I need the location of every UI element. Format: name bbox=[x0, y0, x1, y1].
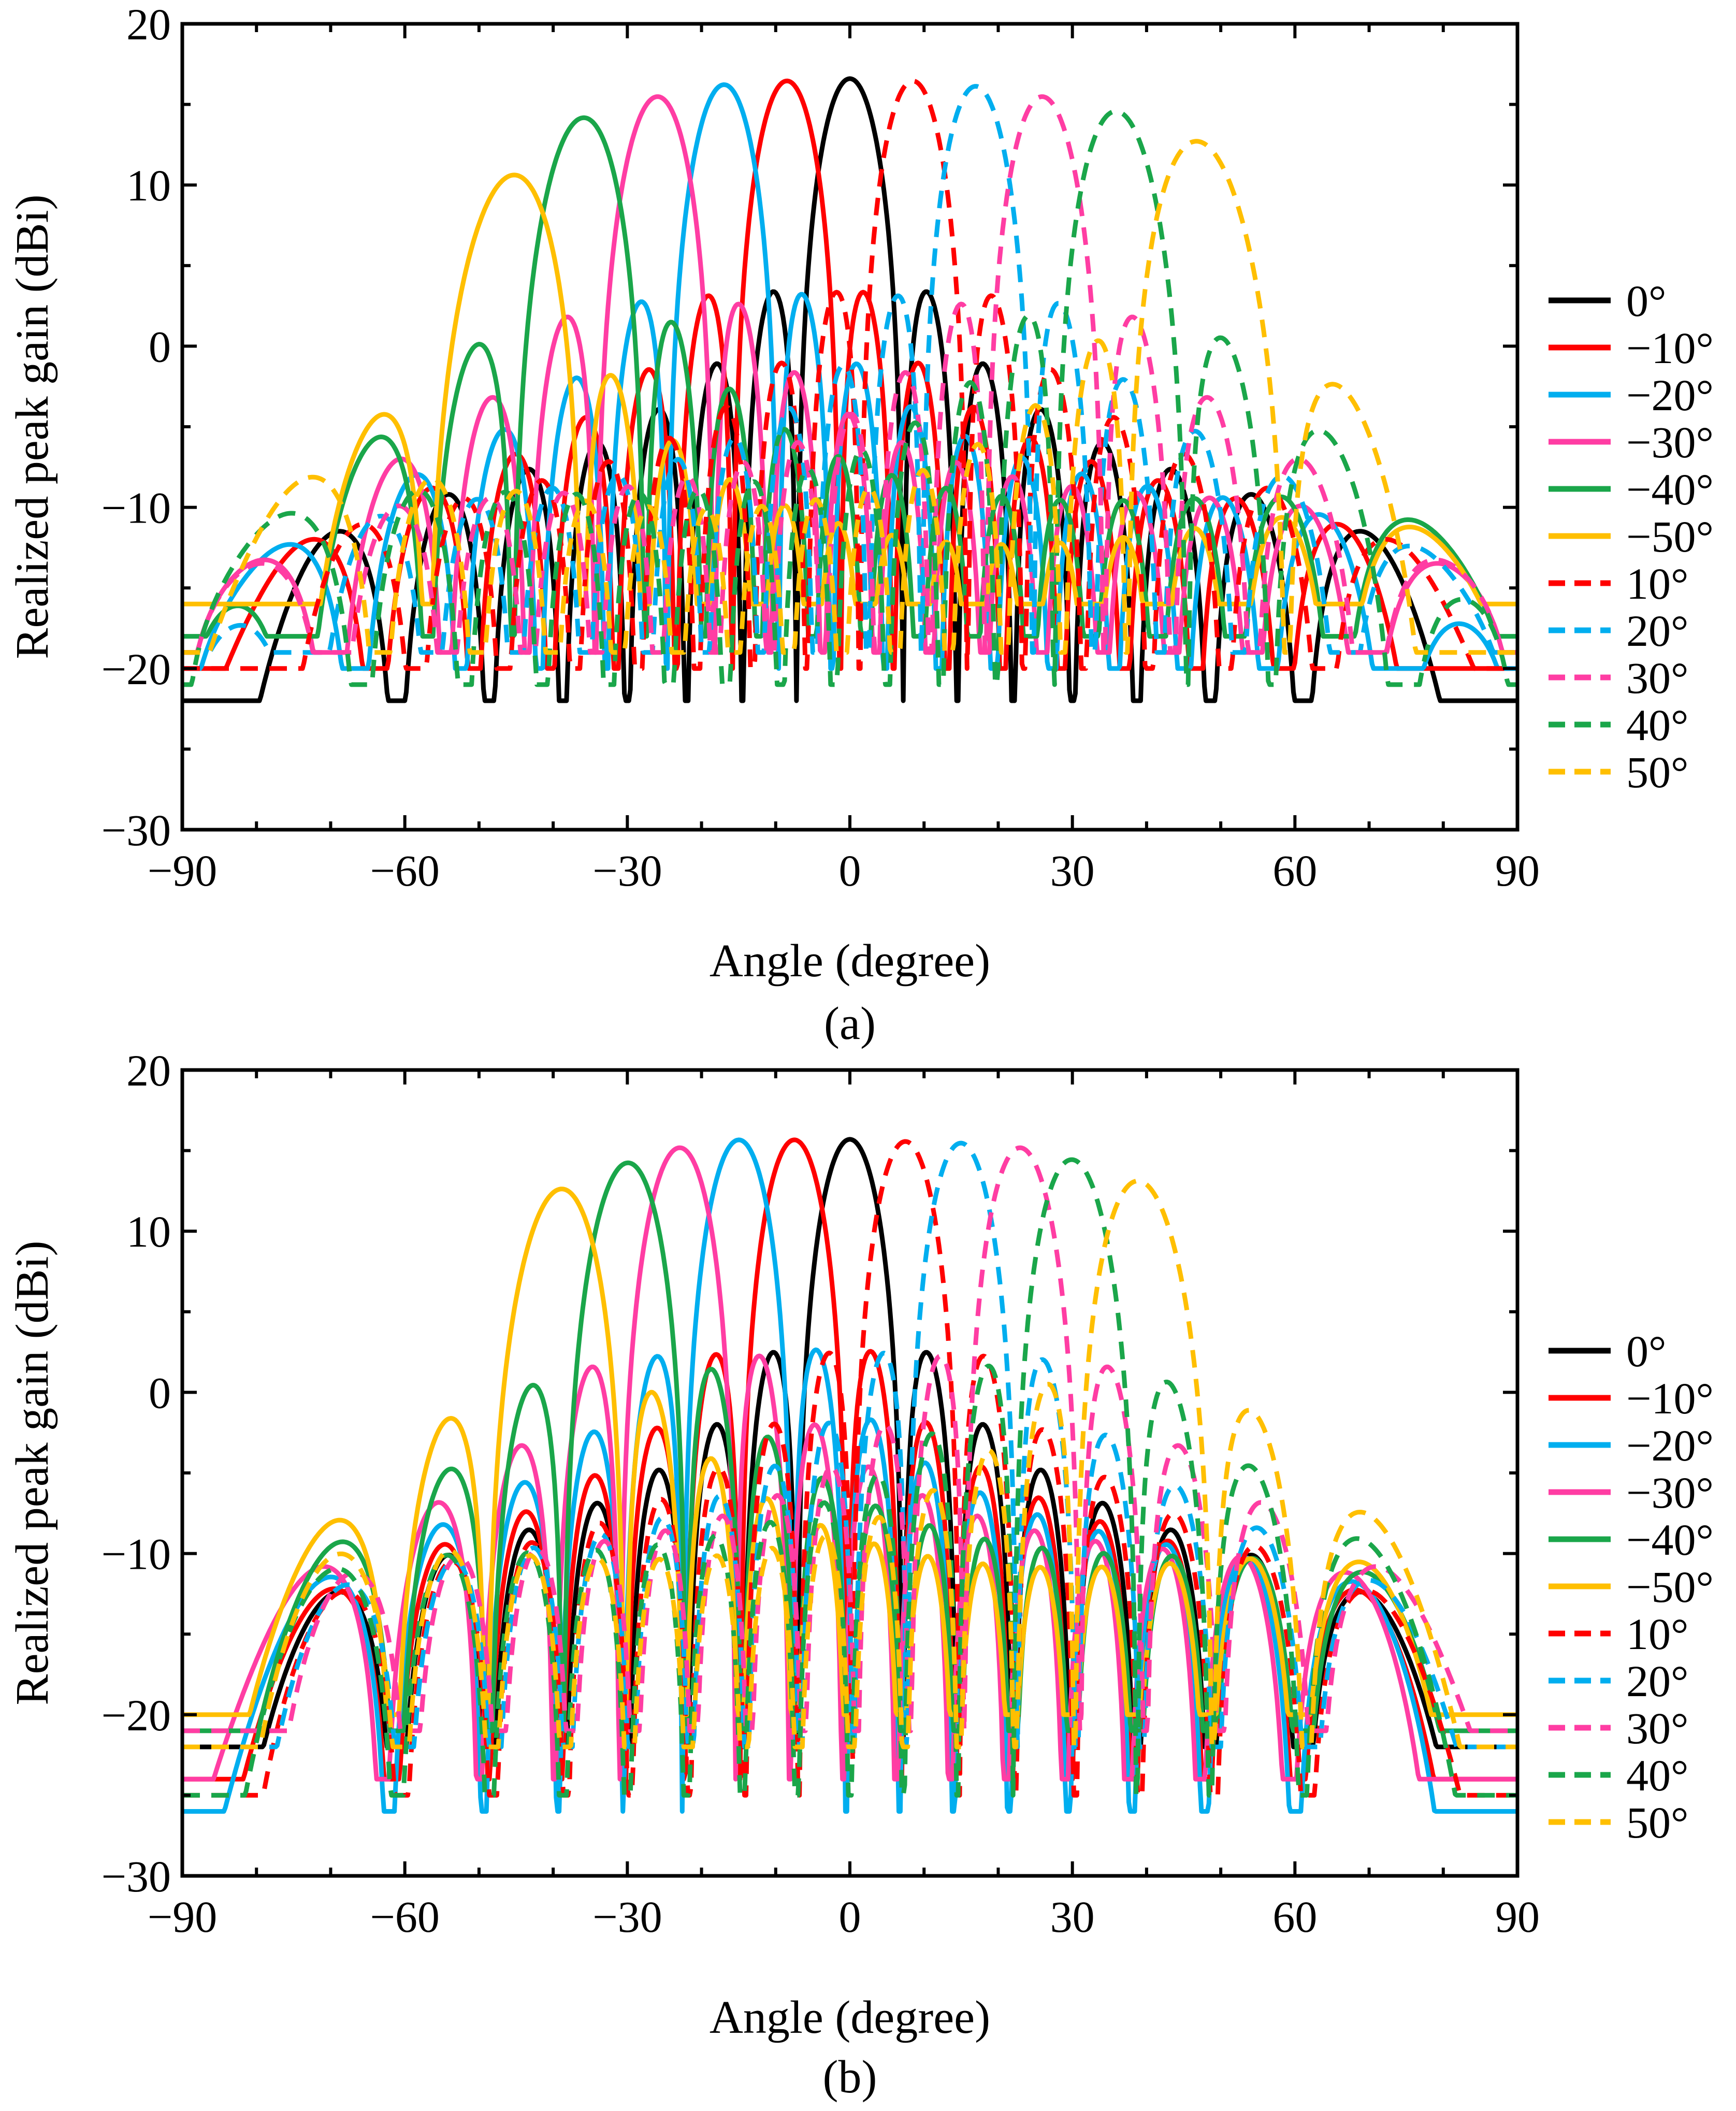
series-line-1-10 bbox=[182, 1178, 1517, 1749]
series-group bbox=[182, 1137, 1517, 1814]
chart-panel-b: −90 −60 −30 0 30 60 90 −30 −20 −10 0 10 20 Angle (deg… bbox=[7, 1046, 1714, 2103]
x-axis-label: Angle (degree) bbox=[710, 1992, 990, 2043]
y-tick-label: 20 bbox=[126, 0, 171, 49]
legend-label: 40° bbox=[1626, 700, 1688, 750]
x-tick-label: 0 bbox=[839, 846, 861, 895]
y-tick-label: −10 bbox=[101, 483, 171, 533]
legend-label: 40° bbox=[1626, 1751, 1688, 1800]
x-tick-label: −30 bbox=[592, 846, 662, 895]
legend-label: −30° bbox=[1626, 417, 1714, 467]
plot-frame bbox=[180, 22, 1520, 832]
legend-label: −20° bbox=[1626, 1421, 1714, 1470]
legend: 0°−10°−20°−30°−40°−50°10°20°30°40°50° bbox=[1549, 1326, 1714, 1847]
y-tick-label: 10 bbox=[126, 161, 171, 210]
y-tick-label: 20 bbox=[126, 1046, 171, 1095]
series-line-0-9 bbox=[182, 109, 1517, 687]
legend-label: 30° bbox=[1626, 1703, 1688, 1753]
y-tick-label: 0 bbox=[149, 1368, 171, 1418]
x-axis-label: Angle (degree) bbox=[710, 935, 990, 987]
x-tick-label: −90 bbox=[148, 1892, 218, 1942]
y-tick-label: 10 bbox=[126, 1207, 171, 1256]
series-line-1-9 bbox=[182, 1157, 1517, 1798]
series-line-0-10 bbox=[182, 139, 1517, 655]
legend-label: −50° bbox=[1626, 1562, 1714, 1612]
legend-label: 10° bbox=[1626, 1609, 1688, 1659]
series-line-0-8 bbox=[182, 94, 1517, 655]
legend-label: 50° bbox=[1626, 747, 1688, 797]
panel-caption: (a) bbox=[824, 998, 876, 1049]
x-tick-label: 90 bbox=[1495, 846, 1540, 895]
y-tick-label: −10 bbox=[101, 1529, 171, 1579]
x-tick-label: −60 bbox=[370, 846, 440, 895]
x-tick-label: 60 bbox=[1272, 1892, 1317, 1942]
series-line-0-6 bbox=[182, 78, 1517, 671]
legend-label: 20° bbox=[1626, 1656, 1688, 1706]
y-tick-label: −30 bbox=[101, 805, 171, 855]
series-line-0-0 bbox=[182, 76, 1517, 703]
legend: 0°−10°−20°−30°−40°−50°10°20°30°40°50° bbox=[1549, 276, 1714, 797]
series-line-0-7 bbox=[182, 84, 1517, 655]
series-line-1-7 bbox=[182, 1140, 1517, 1749]
legend-label: −10° bbox=[1626, 1373, 1714, 1423]
x-tick-label: 90 bbox=[1495, 1892, 1540, 1942]
legend-label: 0° bbox=[1626, 276, 1666, 326]
x-tick-label: −30 bbox=[592, 1892, 662, 1942]
x-tick-label: 30 bbox=[1050, 1892, 1095, 1942]
x-tick-label: −60 bbox=[370, 1892, 440, 1942]
y-tick-label: 0 bbox=[149, 322, 171, 371]
y-tick-label: −30 bbox=[101, 1852, 171, 1901]
legend-label: 20° bbox=[1626, 606, 1688, 656]
x-tick-label: 0 bbox=[839, 1892, 861, 1942]
series-line-0-5 bbox=[182, 172, 1517, 606]
legend-label: −40° bbox=[1626, 1515, 1714, 1565]
x-tick-label: 30 bbox=[1050, 846, 1095, 895]
y-axis-label: Realized peak gain (dBi) bbox=[7, 1240, 58, 1705]
legend-label: −50° bbox=[1626, 512, 1714, 561]
legend-label: −30° bbox=[1626, 1468, 1714, 1517]
legend-label: 0° bbox=[1626, 1326, 1666, 1376]
legend-label: −10° bbox=[1626, 323, 1714, 373]
legend-label: 10° bbox=[1626, 559, 1688, 609]
y-tick-label: −20 bbox=[101, 644, 171, 694]
y-tick-label: −20 bbox=[101, 1690, 171, 1740]
legend-label: −20° bbox=[1626, 370, 1714, 420]
y-axis-label: Realized peak gain (dBi) bbox=[7, 194, 58, 659]
panel-caption: (b) bbox=[823, 2051, 877, 2103]
series-group bbox=[182, 76, 1517, 703]
x-tick-label: 60 bbox=[1272, 846, 1317, 895]
legend-label: −40° bbox=[1626, 465, 1714, 514]
legend-label: 30° bbox=[1626, 653, 1688, 703]
chart-panel-a: −90 −60 −30 0 30 60 90 −30 −20 −10 0 10 20 Angle (deg… bbox=[7, 0, 1714, 1049]
x-tick-label: −90 bbox=[148, 846, 218, 895]
legend-label: 50° bbox=[1626, 1798, 1688, 1847]
